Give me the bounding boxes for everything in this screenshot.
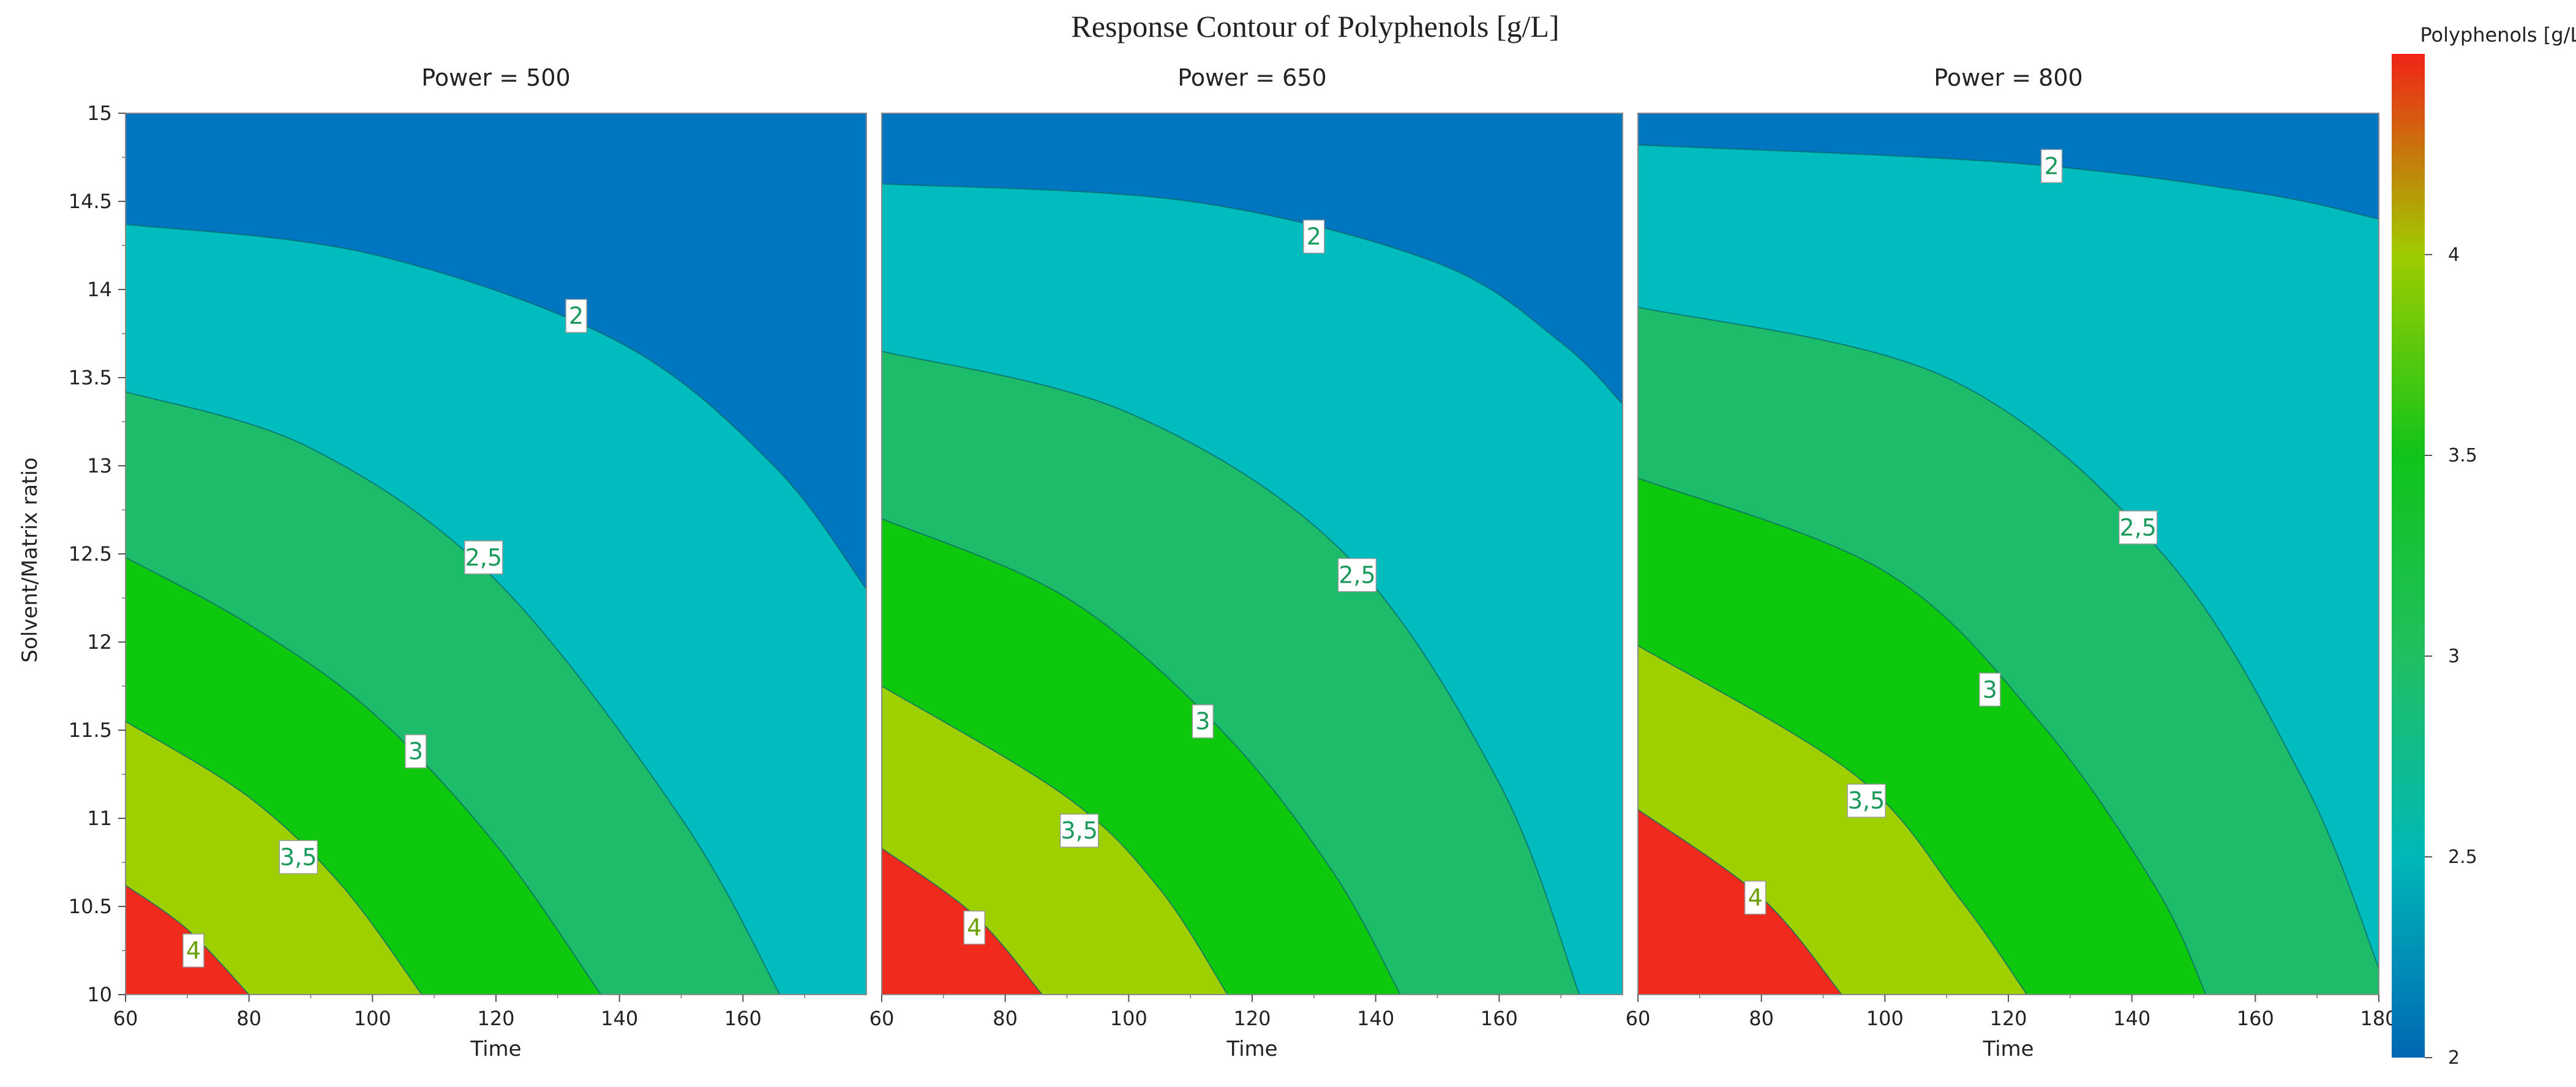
contour-line-2-5 [882,350,1580,995]
contour-label-3: 3 [405,734,427,769]
x-tick-label: 180 [2360,1007,2397,1030]
panel-650: 2 2,5 3 3,5 4 Power = 650 60 80 100 120 140 160 Time [869,64,1623,1061]
y-tick-label: 11.5 [69,719,112,742]
contour-label-3-5: 3,5 [279,840,318,875]
contour-line-3-5 [882,685,1228,995]
x-tick-label: 80 [236,1007,261,1030]
contour-label-text: 3 [408,738,423,765]
contour-line-2-5 [126,391,781,995]
x-tick-label: 80 [993,1007,1018,1030]
x-axis-label: Time [1982,1037,2033,1061]
contour-label-text: 2 [569,302,584,329]
y-axis-label: Solvent/Matrix ratio [18,457,42,662]
colorbar: Polyphenols [g/L] 2 2.5 3 3.5 4 [2392,23,2576,1069]
contour-region-3-5 [126,721,422,995]
panel-title: Power = 650 [1177,64,1326,91]
colorbar-ticks: 2 2.5 3 3.5 4 [2425,244,2477,1069]
x-tick-label: 100 [1866,1007,1904,1030]
contour-line-3-5 [126,720,422,995]
y-tick-label: 12 [87,630,112,654]
contour-label-text: 4 [186,937,201,964]
y-tick-label: 11 [87,807,112,830]
contour-label-text: 2,5 [1339,562,1375,589]
contour-region-4 [1638,809,1842,995]
x-axis-label: Time [470,1037,521,1061]
contour-label-2-5: 2,5 [1337,558,1377,592]
contour-label-4: 4 [182,933,205,968]
x-tick-label: 160 [1481,1007,1518,1030]
y-tick-label: 15 [87,102,112,125]
x-tick-label: 140 [2113,1007,2150,1030]
colorbar-tick-label: 4 [2448,244,2460,266]
contour-label-text: 2 [2044,152,2059,179]
contour-line-2 [882,183,1623,405]
contour-label-3-5: 3,5 [1847,783,1886,818]
contour-label-2-5: 2,5 [2119,510,2158,545]
panel-title: Power = 800 [1934,64,2082,91]
y-tick-label: 13.5 [69,366,112,389]
colorbar-gradient [2392,54,2425,1058]
panel-500: 2 2,5 3 3,5 4 Power = 500 60 80 100 120 140 160 Time… [69,64,867,1061]
x-tick-label: 60 [869,1007,895,1030]
contour-label-2-5: 2,5 [464,540,503,575]
x-tick-label: 160 [2237,1007,2274,1030]
x-axis-label: Time [1226,1037,1277,1061]
contour-label-text: 2 [1307,223,1321,250]
colorbar-tick-label: 3.5 [2448,445,2477,466]
contour-label-text: 2,5 [465,544,502,571]
contour-line-2 [126,223,866,590]
contour-label-3: 3 [1979,673,2001,707]
contour-line-4 [126,884,250,995]
x-tick-label: 120 [1233,1007,1271,1030]
colorbar-tick-label: 2.5 [2448,846,2477,868]
panels: 2 2,5 3 3,5 4 Power = 500 60 80 100 120 140 160 Time… [69,64,2398,1061]
contour-line-3 [1638,477,2207,995]
figure-title: Response Contour of Polyphenols [g/L] [1071,9,1559,43]
contour-label-text: 2,5 [2120,514,2157,541]
contour-line-2-5 [1638,306,2379,969]
contour-line-3-5 [1638,644,2028,995]
contour-label-text: 3,5 [280,843,317,870]
x-tick-label: 120 [477,1007,514,1030]
contour-label-text: 4 [967,914,982,941]
contour-label-text: 4 [1748,884,1762,911]
y-tick-label: 10.5 [69,895,112,918]
y-tick-label: 13 [87,454,112,477]
contour-label-text: 3 [1983,676,1997,703]
x-tick-label: 100 [1110,1007,1147,1030]
contour-label-4: 4 [1744,880,1767,915]
contour-label-2: 2 [1303,219,1325,254]
panel-800: 2 2,5 3 3,5 4 Power = 800 60 80 100 120 140 160 180 T… [1626,64,2398,1061]
contour-line-3 [126,556,602,995]
contour-label-2: 2 [2040,149,2063,184]
contour-line-3 [882,518,1401,995]
contour-region-4 [882,848,1043,995]
contour-label-text: 3 [1195,708,1210,735]
x-tick-label: 160 [724,1007,762,1030]
contour-line-2 [1638,144,2379,220]
colorbar-tick-label: 2 [2448,1047,2460,1069]
x-tick-label: 120 [1989,1007,2027,1030]
colorbar-tick-label: 3 [2448,646,2460,667]
contour-label-3: 3 [1192,704,1214,739]
contour-label-text: 3,5 [1061,817,1097,844]
contour-label-4: 4 [963,910,985,945]
x-tick-label: 60 [113,1007,138,1030]
x-tick-label: 80 [1749,1007,1774,1030]
y-tick-label: 12.5 [69,542,112,566]
colorbar-title: Polyphenols [g/L] [2420,23,2576,47]
y-tick-label: 14.5 [69,190,112,213]
y-tick-label: 10 [87,983,112,1006]
y-tick-label: 14 [87,278,112,301]
contour-label-3-5: 3,5 [1059,813,1099,848]
x-tick-label: 60 [1626,1007,1651,1030]
x-tick-label: 140 [1357,1007,1394,1030]
panel-title: Power = 500 [421,64,570,91]
contour-label-text: 3,5 [1848,787,1885,814]
contour-label-2: 2 [565,299,587,333]
x-tick-label: 140 [601,1007,638,1030]
x-tick-label: 100 [354,1007,391,1030]
